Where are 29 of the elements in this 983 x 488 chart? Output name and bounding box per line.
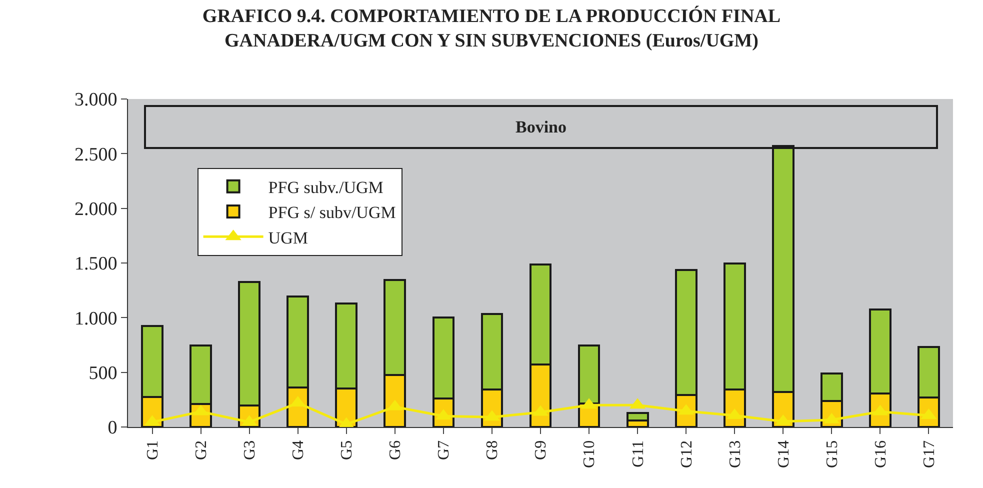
x-tick-label: G16 (872, 440, 890, 468)
y-tick-label: 0 (108, 418, 118, 439)
x-tick-label: G14 (775, 440, 792, 468)
x-tick-label: G6 (387, 440, 404, 460)
y-tick-label: 2.500 (74, 144, 118, 166)
x-tick-label: G10 (581, 440, 598, 468)
y-tick-label: 1.000 (74, 308, 118, 330)
x-tick-label: G2 (192, 440, 210, 460)
x-tick-label: G5 (338, 440, 356, 460)
legend-label: PFG subv./UGM (268, 178, 384, 198)
x-tick-label: G3 (242, 440, 259, 460)
x-tick-label: G1 (144, 440, 162, 460)
x-tick-label: G11 (630, 440, 647, 468)
legend-label: UGM (268, 228, 308, 248)
y-tick-label: 2.000 (74, 198, 118, 220)
x-tick-label: G12 (678, 440, 696, 468)
y-tick-label: 500 (88, 362, 118, 384)
x-tick-label: G7 (436, 440, 453, 460)
x-tick-label: G8 (484, 440, 502, 460)
annotation: Bovino (515, 118, 567, 136)
x-tick-label: G9 (532, 440, 550, 460)
y-tick-label: 3.000 (74, 90, 118, 111)
x-tick-label: G4 (290, 440, 308, 460)
x-tick-label: G13 (726, 440, 744, 468)
y-tick-label: 1.500 (74, 254, 118, 275)
x-tick-label: G17 (920, 440, 938, 468)
x-tick-label: G15 (824, 440, 841, 468)
legend-label: PFG s/ subv/UGM (268, 203, 396, 222)
chart-title: GRAFICO 9.4. COMPORTAMIENTO DE LA PRODUCCIÓN FINAL GANADERA/UGM CON Y SIN SUBVENCIONES (Euros/UGM) (202, 4, 781, 52)
